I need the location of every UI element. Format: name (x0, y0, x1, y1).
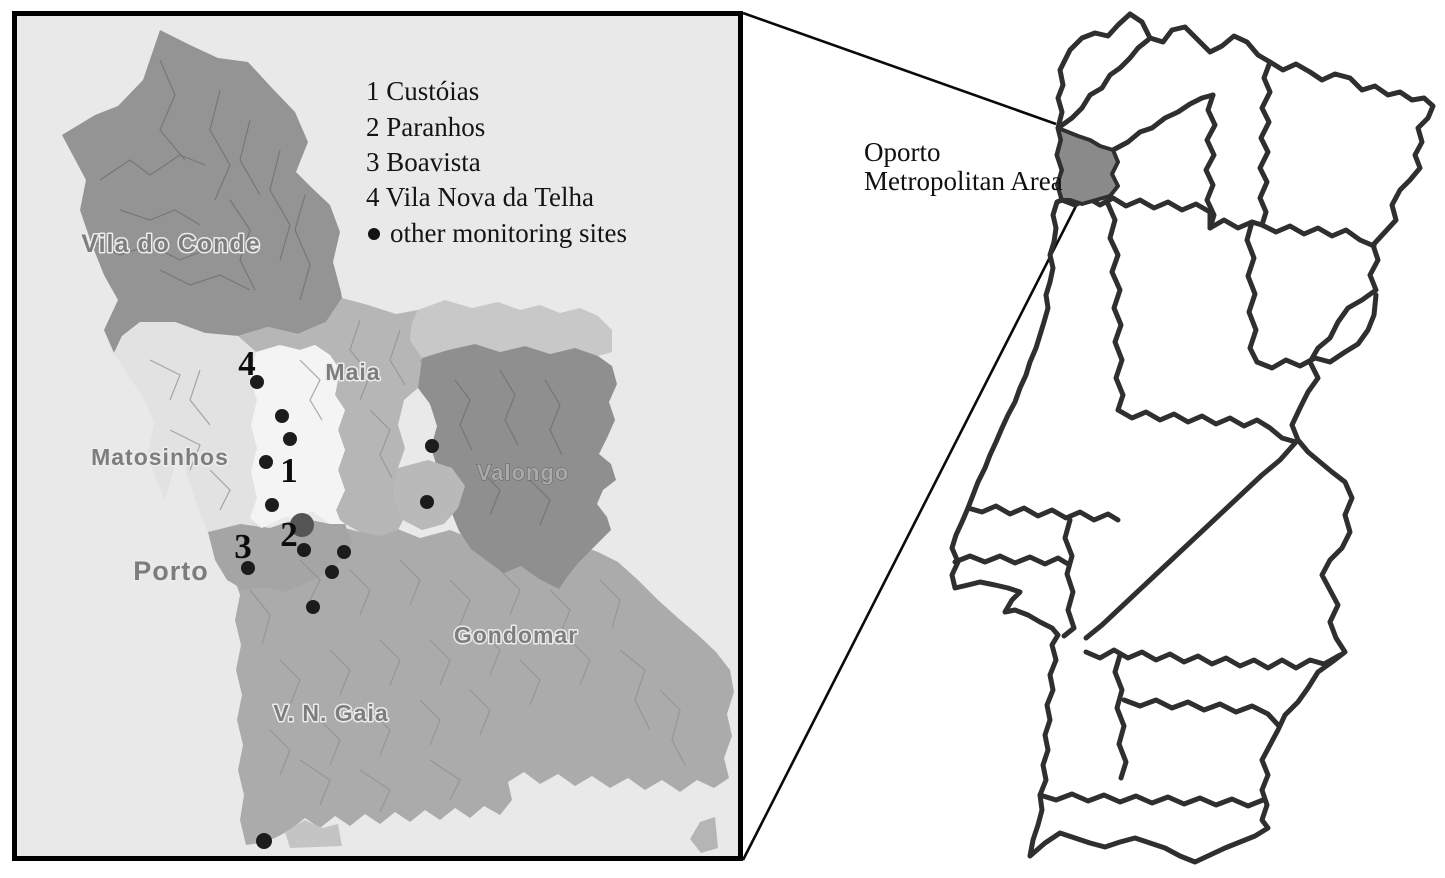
inset-connector-lines (741, 11, 1079, 861)
monitoring-site-dot (420, 495, 434, 509)
legend-item-custoias: 1 Custóias (366, 76, 479, 106)
connector-line-bottom (741, 203, 1079, 861)
connector-line-top (742, 11, 1057, 126)
legend-item-vila-nova-da-telha: 4 Vila Nova da Telha (366, 182, 594, 212)
region-label-vn-gaia: V. N. Gaia (273, 700, 388, 726)
inset-map-panel: Vila do Conde Matosinhos Maia Valongo Po… (12, 11, 743, 861)
region-vila-do-conde (62, 30, 342, 353)
region-label-porto: Porto (133, 556, 209, 586)
oporto-area-label-line2: Metropolitan Area (864, 166, 1063, 196)
region-matosinhos (114, 322, 262, 532)
region-northeast-light (410, 300, 612, 358)
legend-item-paranhos: 2 Paranhos (366, 112, 485, 142)
monitoring-site-dot (265, 498, 279, 512)
legend-item-boavista: 3 Boavista (366, 147, 481, 177)
site-marker-1: 1 (280, 451, 298, 490)
monitoring-site-dot (337, 545, 351, 559)
portugal-map: Oporto Metropolitan Area (864, 11, 1436, 865)
site-marker-3: 3 (234, 527, 252, 566)
region-maia (238, 298, 422, 536)
region-label-valongo: Valongo (477, 460, 570, 485)
region-valongo-sub (394, 460, 465, 530)
monitoring-site-dot (256, 833, 272, 849)
region-fragment-southeast (690, 817, 718, 853)
monitoring-site-dot (306, 600, 320, 614)
monitoring-site-dot (425, 439, 439, 453)
district-borders (952, 37, 1379, 809)
site-dot-2-paranhos (290, 513, 314, 537)
monitoring-site-dots (241, 375, 439, 849)
region-label-matosinhos: Matosinhos (91, 444, 229, 470)
site-dot-1-custoias (259, 455, 273, 469)
monitoring-site-dot (275, 409, 289, 423)
region-label-gondomar: Gondomar (454, 622, 578, 648)
region-label-maia: Maia (325, 359, 380, 385)
legend: 1 Custóias 2 Paranhos 3 Boavista 4 Vila … (366, 76, 627, 248)
monitoring-site-dot (283, 432, 297, 446)
site-dot-4-vila-nova-da-telha (250, 375, 264, 389)
site-marker-4: 4 (238, 344, 256, 383)
monitoring-site-dot (297, 543, 311, 557)
region-coast-strip-south (285, 820, 342, 848)
site-marker-2: 2 (280, 515, 298, 554)
region-central-white (250, 345, 345, 528)
legend-item-other-sites: other monitoring sites (390, 218, 627, 248)
highlight-oporto-district (1055, 126, 1120, 206)
oporto-area-label-line1: Oporto (864, 137, 941, 167)
region-label-vila-do-conde: Vila do Conde (81, 230, 260, 258)
portugal-outline (949, 11, 1436, 865)
municipal-boundaries (89, 59, 686, 813)
region-gondomar-gaia-porto (208, 518, 734, 845)
monitoring-site-dot (325, 565, 339, 579)
site-dot-3-boavista (241, 561, 255, 575)
legend-bullet-icon (368, 228, 380, 240)
